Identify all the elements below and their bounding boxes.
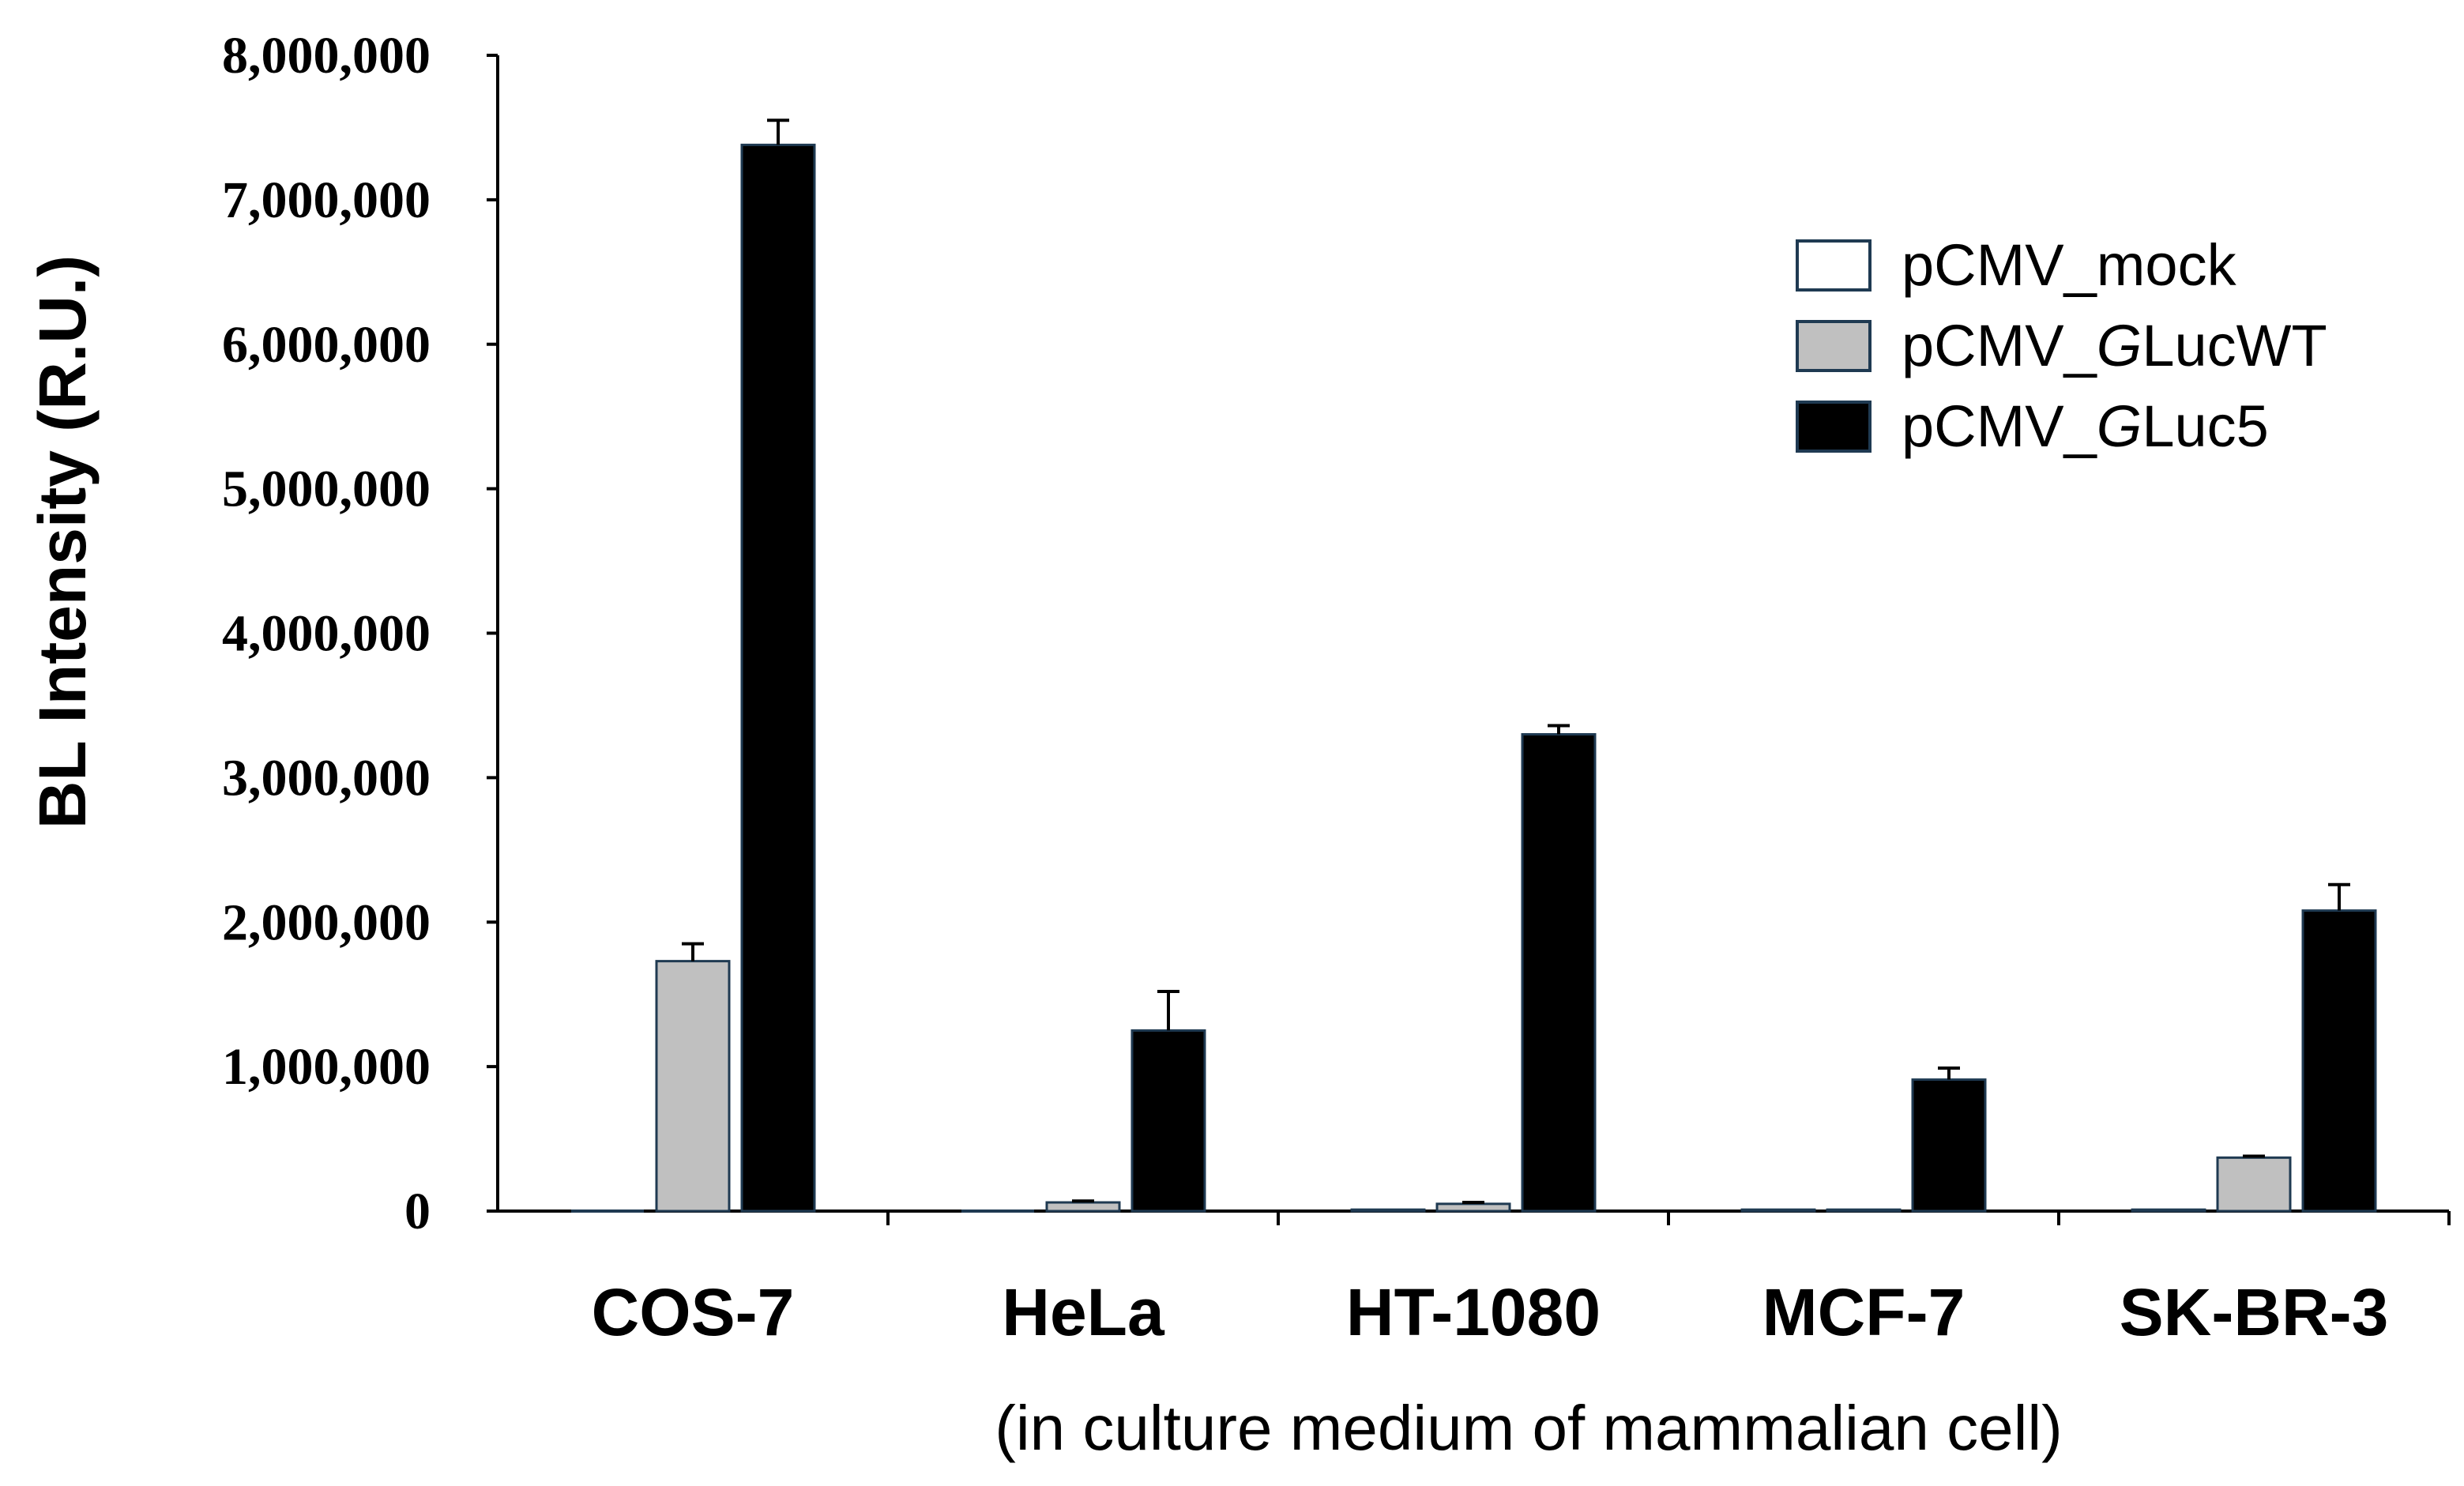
legend-swatch-pCMV_GLuc5 (1796, 401, 1872, 453)
y-tick-label: 2,000,000 (222, 893, 431, 951)
y-tick-label: 6,000,000 (222, 316, 431, 374)
bar-pCMV_GLucWT-HeLa (1045, 1201, 1121, 1213)
bar-pCMV_GLuc5-SK-BR-3 (2301, 909, 2377, 1213)
y-tick-label: 7,000,000 (222, 171, 431, 229)
y-tick-label: 4,000,000 (222, 605, 431, 663)
bar-pCMV_GLucWT-HT-1080 (1435, 1202, 1511, 1213)
legend-label-pCMV_GLucWT: pCMV_GLucWT (1902, 313, 2327, 378)
x-axis-title: (in culture medium of mammalian cell) (995, 1393, 2063, 1463)
x-tick-label: HeLa (1002, 1275, 1165, 1349)
bar-pCMV_GLuc5-HT-1080 (1521, 733, 1597, 1213)
bar-pCMV_mock-SK-BR-3 (2131, 1208, 2206, 1213)
y-tick-label: 0 (404, 1183, 431, 1240)
bar-pCMV_mock-MCF-7 (1740, 1208, 1816, 1213)
x-tick-label: HT-1080 (1346, 1275, 1601, 1349)
y-tick-label: 3,000,000 (222, 749, 431, 807)
x-tick-label: SK-BR-3 (2120, 1275, 2389, 1349)
bar-pCMV_GLucWT-MCF-7 (1826, 1208, 1902, 1213)
legend: pCMV_mock pCMV_GLucWT pCMV_GLuc5 (1796, 232, 2327, 459)
bars (571, 119, 2377, 1213)
y-tick-label: 1,000,000 (222, 1038, 431, 1096)
x-category-dividers (886, 1211, 2451, 1225)
legend-swatch-pCMV_mock (1796, 239, 1872, 292)
legend-label-pCMV_mock: pCMV_mock (1902, 232, 2237, 298)
x-tick-label: COS-7 (592, 1275, 795, 1349)
bar-pCMV_mock-HT-1080 (1350, 1208, 1426, 1213)
bar-pCMV_GLuc5-MCF-7 (1911, 1078, 1987, 1213)
y-ticks: 0 1,000,000 2,000,000 3,000,000 4,000,000 5,0… (222, 27, 498, 1240)
legend-swatch-pCMV_GLucWT (1796, 320, 1872, 372)
legend-label-pCMV_GLuc5: pCMV_GLuc5 (1902, 393, 2269, 459)
x-tick-labels: COS-7 HeLa HT-1080 MCF-7 SK-BR-3 (592, 1275, 2389, 1349)
y-tick-label: 8,000,000 (222, 27, 431, 85)
bar-pCMV_GLuc5-HeLa (1130, 1029, 1206, 1213)
y-tick-label: 5,000,000 (222, 461, 431, 518)
bar-pCMV_GLuc5-COS-7 (740, 143, 816, 1213)
y-axis-title: BL Intensity (R.U.) (25, 255, 100, 829)
bar-pCMV_GLucWT-COS-7 (655, 960, 731, 1213)
bar-pCMV_GLucWT-SK-BR-3 (2216, 1156, 2292, 1213)
x-tick-label: MCF-7 (1762, 1275, 1966, 1349)
